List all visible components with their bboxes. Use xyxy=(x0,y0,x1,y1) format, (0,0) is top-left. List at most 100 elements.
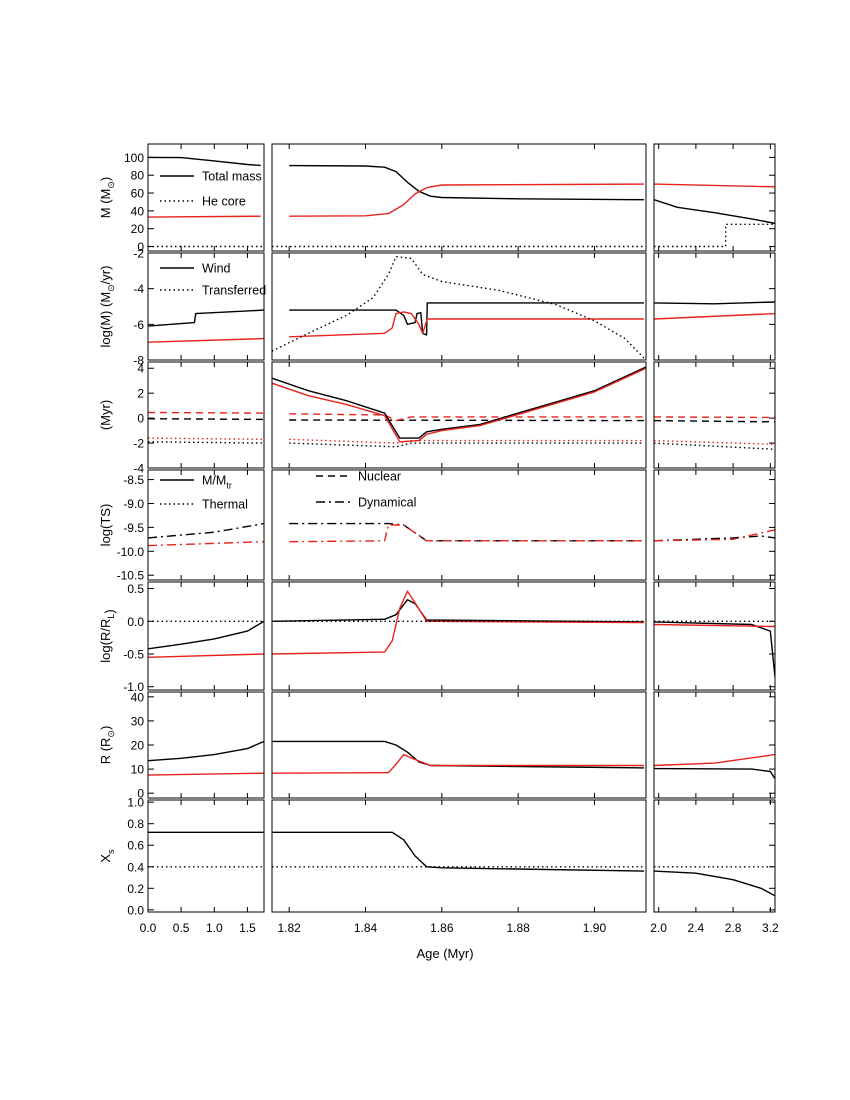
panel-frame-xs-0 xyxy=(147,799,265,913)
ylabel-xs: Xs xyxy=(98,849,116,863)
series-mdot-0-seg1 xyxy=(289,302,645,336)
series-radius-0-seg2 xyxy=(654,767,775,780)
series-radius-1-seg0 xyxy=(148,772,264,776)
ytick-label-radius-2: 20 xyxy=(131,739,145,753)
panel-frame-myr-0 xyxy=(147,361,265,469)
series-rrl-0-seg0 xyxy=(148,620,264,650)
series-radius-0-seg1 xyxy=(272,740,645,769)
series-myr-0-seg0 xyxy=(148,418,264,421)
ytick-label-mdot-1: -6 xyxy=(133,318,144,332)
ytick-label-mass-0: 0 xyxy=(137,240,144,254)
xtick-label-0-1: 0.5 xyxy=(173,921,190,935)
panel-frame-radius-0 xyxy=(147,691,265,799)
ytick-label-ts-0: -10.5 xyxy=(117,569,145,583)
ytick-label-myr-0: -4 xyxy=(133,462,144,476)
xtick-label-2-1: 2.4 xyxy=(688,921,705,935)
series-rrl-1-seg2 xyxy=(654,623,775,628)
ytick-label-mdot-3: -2 xyxy=(133,247,144,261)
series-mass-0-seg0 xyxy=(148,156,261,167)
ytick-label-xs-0: 0.0 xyxy=(127,903,144,917)
panel-frame-mass-0 xyxy=(147,143,265,252)
series-rrl-1-seg1 xyxy=(272,590,645,655)
series-myr-3-seg0 xyxy=(148,437,264,440)
legend-nuclear-label: Nuclear xyxy=(358,470,401,484)
series-mdot-2-seg1 xyxy=(272,255,645,359)
panel-frame-ts-0 xyxy=(147,469,265,581)
ytick-label-mdot-0: -8 xyxy=(133,354,144,368)
series-rrl-0-seg1 xyxy=(272,599,645,623)
legend-dynamical-label: Dynamical xyxy=(358,496,416,510)
ytick-label-ts-1: -10.0 xyxy=(117,545,145,559)
series-myr-0-seg1 xyxy=(289,419,645,422)
series-mdot-1-seg1 xyxy=(289,311,645,338)
ytick-label-rrl-2: 0.0 xyxy=(127,615,144,629)
panel-frame-rrl-2 xyxy=(653,581,776,691)
ytick-label-mass-3: 60 xyxy=(131,187,145,201)
ytick-label-xs-5: 1.0 xyxy=(127,796,144,810)
ylabel-mdot: log(M) (M⊙/yr) xyxy=(98,266,116,348)
panel-frame-mass-2 xyxy=(653,143,776,252)
series-mdot-0-seg0 xyxy=(148,309,264,327)
series-mass-1-seg0 xyxy=(148,215,261,218)
xtick-label-1-2: 1.86 xyxy=(430,921,454,935)
ytick-label-rrl-3: 0.5 xyxy=(127,582,144,596)
xtick-label-0-2: 1.0 xyxy=(206,921,223,935)
series-ts-1-seg2 xyxy=(654,529,775,542)
series-ts-1-seg1 xyxy=(289,524,645,543)
series-mass-1-seg1 xyxy=(289,183,645,217)
series-mass-2-seg2 xyxy=(654,223,775,248)
legend-he-core-label: He core xyxy=(202,195,246,209)
series-ts-1-seg0 xyxy=(148,541,264,547)
panel-frame-myr-2 xyxy=(653,361,776,469)
ytick-label-rrl-1: -0.5 xyxy=(123,648,144,662)
panel-frame-mdot-2 xyxy=(653,252,776,361)
series-mdot-0-seg2 xyxy=(654,301,775,305)
ytick-label-rrl-0: -1.0 xyxy=(123,680,144,694)
series-myr-2-seg2 xyxy=(654,442,775,450)
xtick-label-1-0: 1.82 xyxy=(277,921,301,935)
ylabel-rrl: log(R/RL) xyxy=(98,609,117,662)
panel-frame-radius-1 xyxy=(271,691,647,799)
panel-frame-xs-1 xyxy=(271,799,647,913)
series-myr-1-seg2 xyxy=(654,416,775,419)
ytick-label-mass-5: 100 xyxy=(124,151,144,165)
series-mdot-1-seg0 xyxy=(148,337,264,343)
ytick-label-xs-3: 0.6 xyxy=(127,839,144,853)
ytick-label-myr-2: 0 xyxy=(137,412,144,426)
panel-frame-rrl-0 xyxy=(147,581,265,691)
xtick-label-1-4: 1.90 xyxy=(583,921,607,935)
ytick-label-xs-1: 0.2 xyxy=(127,882,144,896)
legend-transferred-label: Transferred xyxy=(202,284,266,298)
xtick-label-0-3: 1.5 xyxy=(239,921,256,935)
series-myr-5-seg1 xyxy=(272,367,646,443)
panel-frame-radius-2 xyxy=(653,691,776,799)
series-radius-1-seg1 xyxy=(272,753,645,774)
ytick-label-mass-1: 20 xyxy=(131,222,145,236)
ytick-label-myr-4: 4 xyxy=(137,362,144,376)
ytick-label-ts-3: -9.0 xyxy=(123,497,144,511)
ytick-label-mass-4: 80 xyxy=(131,169,145,183)
series-rrl-1-seg0 xyxy=(148,653,264,658)
ytick-label-radius-4: 40 xyxy=(131,690,145,704)
series-mass-0-seg1 xyxy=(289,164,645,201)
series-myr-3-seg1 xyxy=(289,438,645,444)
panel-frame-mdot-1 xyxy=(271,252,647,361)
series-myr-4-seg1 xyxy=(272,366,646,439)
series-mdot-1-seg2 xyxy=(654,312,775,320)
series-rrl-0-seg2 xyxy=(654,621,775,677)
series-mass-1-seg2 xyxy=(654,183,775,188)
legend-total-mass-label: Total mass xyxy=(202,170,262,184)
panel-frame-ts-1 xyxy=(271,469,647,581)
panel-frame-mdot-0 xyxy=(147,252,265,361)
series-radius-0-seg0 xyxy=(148,740,264,762)
ytick-label-myr-1: -2 xyxy=(133,437,144,451)
xtick-label-1-3: 1.88 xyxy=(506,921,530,935)
ytick-label-radius-0: 0 xyxy=(137,787,144,801)
series-myr-1-seg1 xyxy=(289,413,645,422)
series-myr-1-seg0 xyxy=(148,411,264,414)
series-myr-2-seg0 xyxy=(148,441,264,444)
series-ts-0-seg1 xyxy=(289,522,645,542)
ytick-label-myr-3: 2 xyxy=(137,387,144,401)
legend-m-mtr-label: M/Mtr xyxy=(202,474,232,491)
